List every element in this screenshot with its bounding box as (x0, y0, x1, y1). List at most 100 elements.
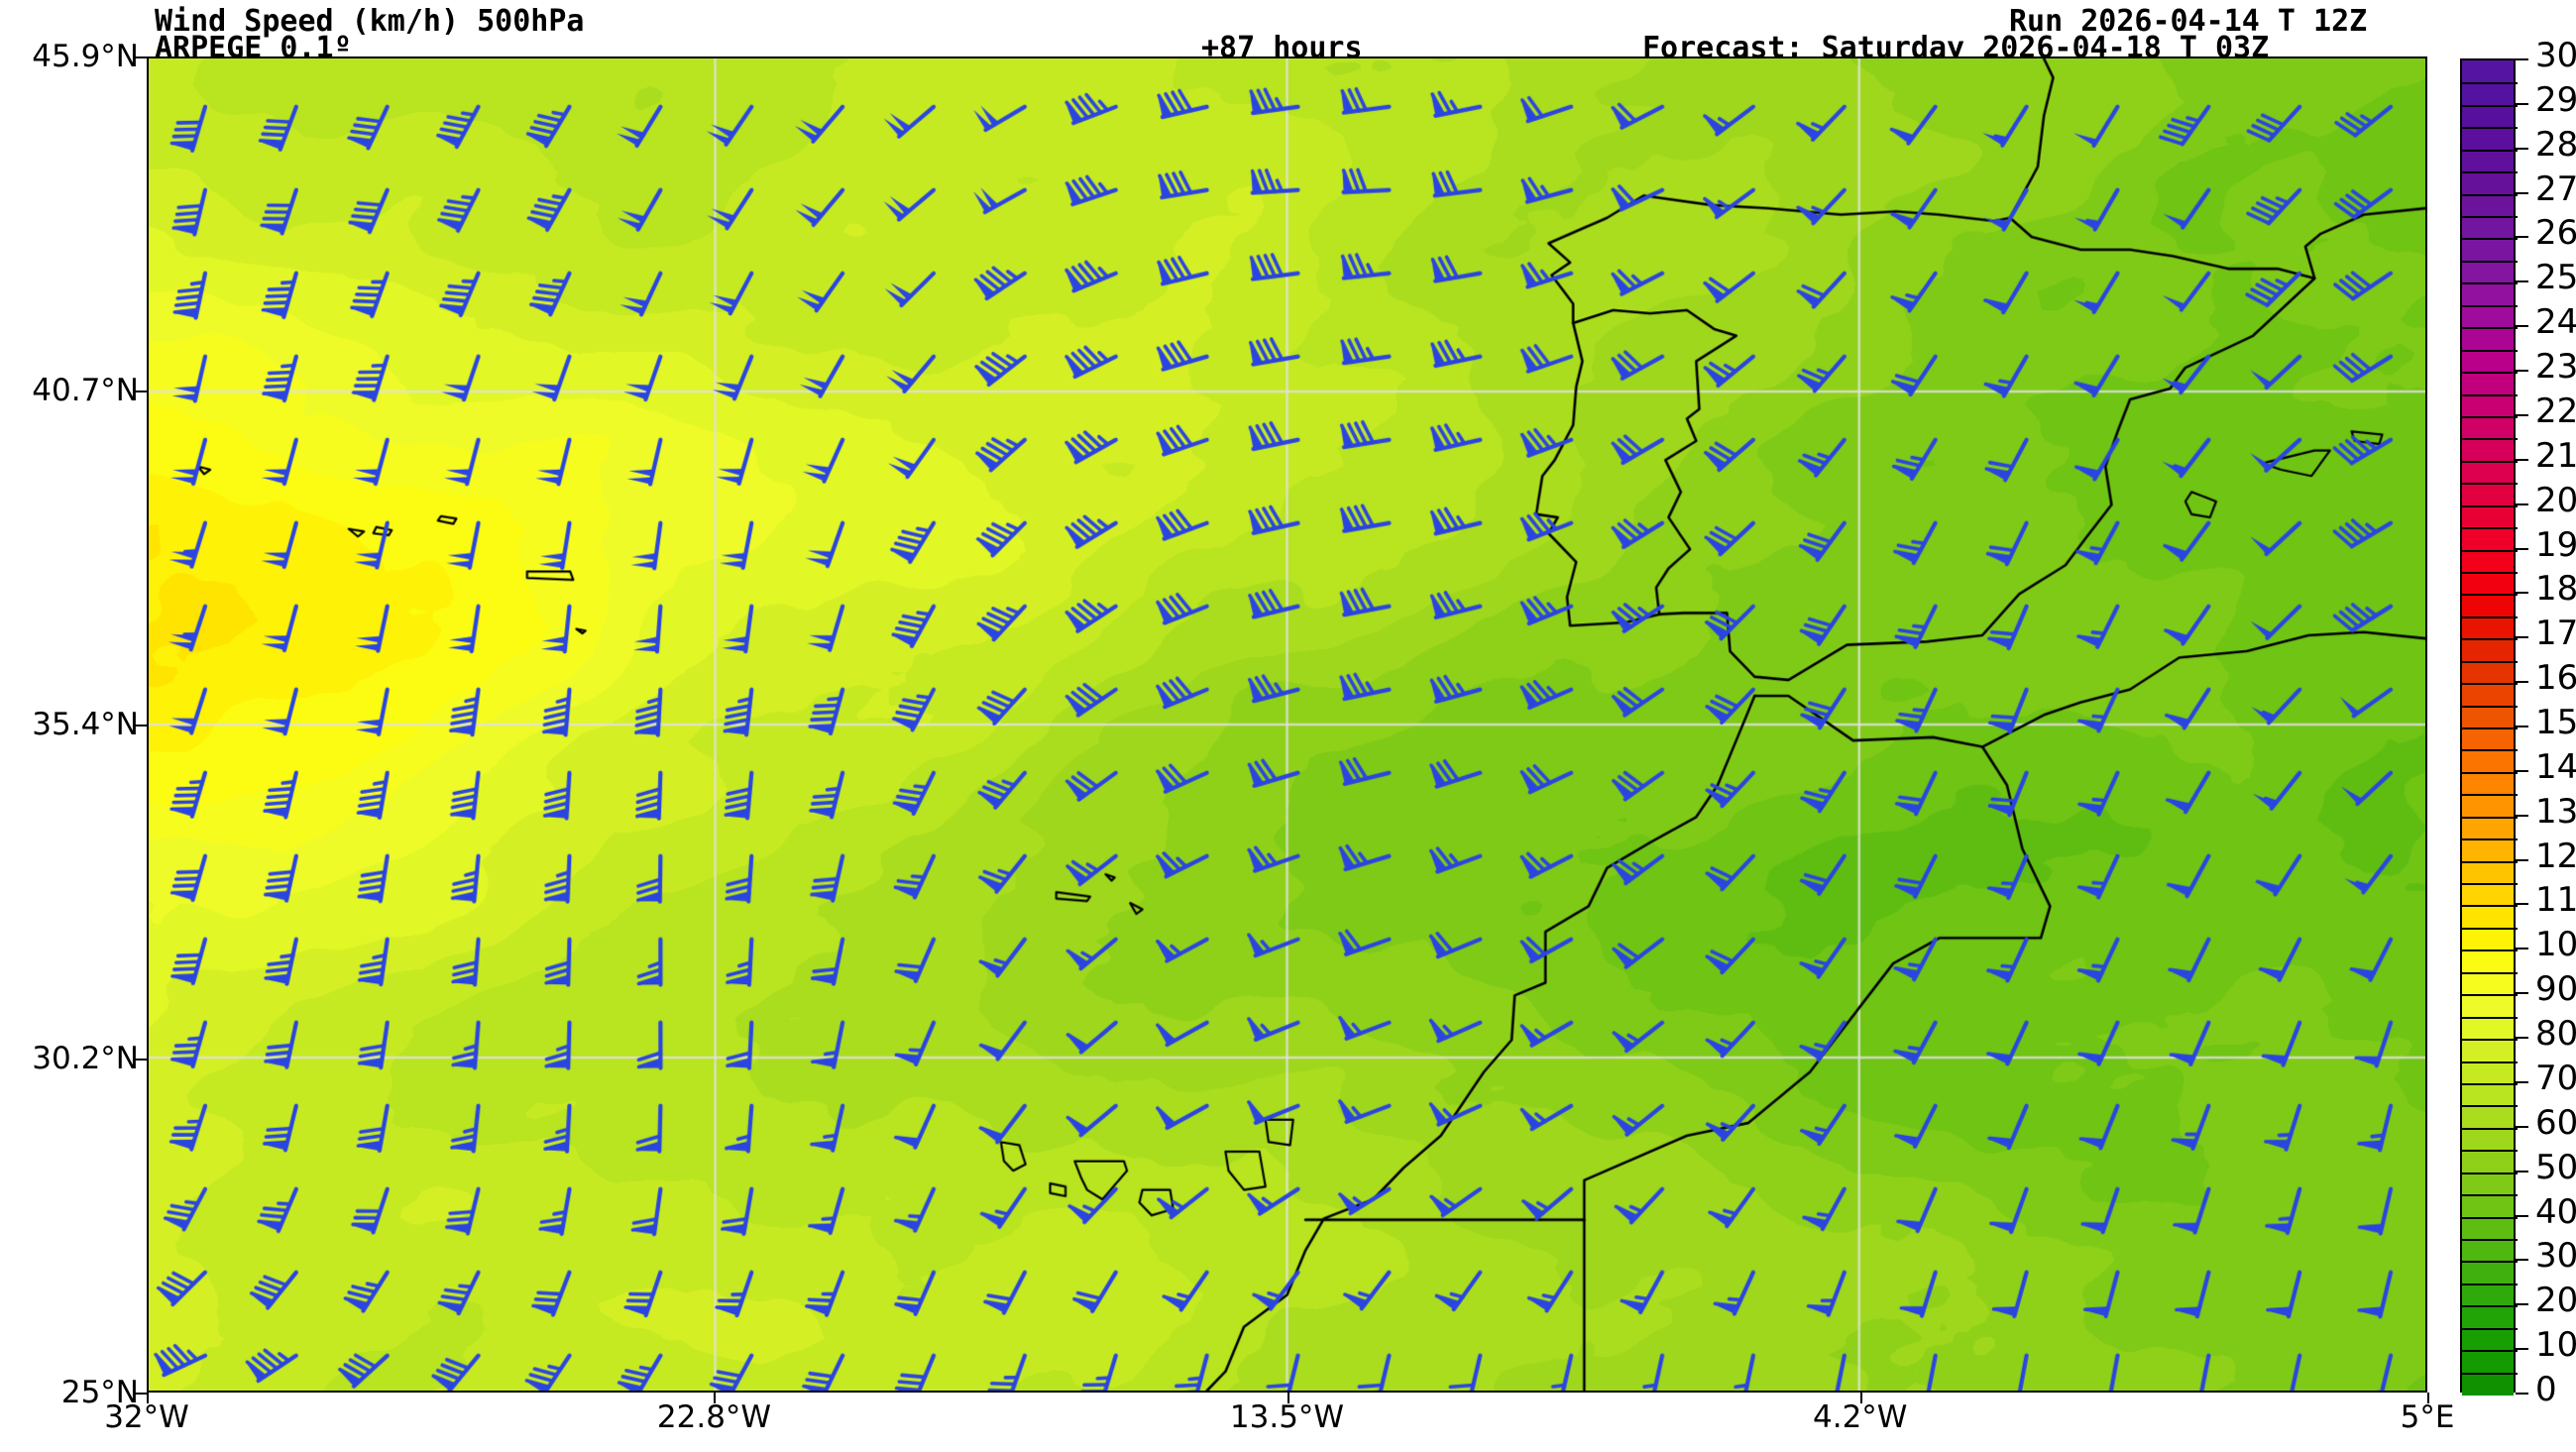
colorbar-divider (2462, 238, 2518, 241)
colorbar-divider (2462, 860, 2518, 863)
colorbar-segment (2462, 1150, 2514, 1173)
colorbar-divider (2462, 683, 2518, 686)
colorbar-divider (2462, 1305, 2518, 1308)
colorbar-divider (2462, 883, 2518, 886)
colorbar-segment (2462, 349, 2514, 373)
colorbar-segment (2462, 216, 2514, 240)
colorbar-divider (2462, 393, 2518, 396)
colorbar-divider (2462, 438, 2518, 441)
colorbar-divider (2462, 216, 2518, 219)
colorbar-tick-label: 210 (2535, 435, 2576, 476)
colorbar-divider (2462, 82, 2518, 85)
colorbar-tick-label: 230 (2535, 347, 2576, 388)
colorbar-tick-mark (2516, 726, 2528, 727)
colorbar-tick-label: 240 (2535, 302, 2576, 343)
colorbar-segment (2462, 1350, 2514, 1374)
x-axis-tick-mark (147, 1393, 149, 1403)
colorbar-tick-mark (2516, 1303, 2528, 1306)
colorbar-segment (2462, 927, 2514, 950)
colorbar-segment (2462, 860, 2514, 884)
colorbar-divider (2462, 327, 2518, 330)
colorbar-tick-mark (2516, 370, 2528, 373)
colorbar-segment (2462, 304, 2514, 328)
colorbar-segment (2462, 415, 2514, 439)
colorbar-segment (2462, 660, 2514, 684)
colorbar-tick-mark (2516, 503, 2528, 505)
colorbar-segment (2462, 638, 2514, 662)
colorbar-segment (2462, 1372, 2514, 1396)
colorbar-divider (2462, 1150, 2518, 1153)
colorbar-segment (2462, 193, 2514, 217)
colorbar-tick-label: 150 (2535, 703, 2576, 742)
colorbar-divider (2462, 171, 2518, 174)
colorbar-tick-label: 160 (2535, 658, 2576, 699)
colorbar-tick-mark (2516, 147, 2528, 150)
y-axis-tick-mark (135, 725, 147, 726)
colorbar-segment (2462, 883, 2514, 907)
colorbar-segment (2462, 994, 2514, 1018)
colorbar-divider (2462, 460, 2518, 463)
colorbar-divider (2462, 104, 2518, 107)
colorbar-tick-label: 170 (2535, 614, 2576, 654)
colorbar-segment (2462, 483, 2514, 506)
colorbar-tick-label: 40 (2535, 1191, 2576, 1232)
colorbar-divider (2462, 1172, 2518, 1174)
colorbar-divider (2462, 727, 2518, 729)
colorbar-divider (2462, 994, 2518, 997)
colorbar-divider (2462, 349, 2518, 352)
colorbar-tick-mark (2516, 102, 2528, 105)
colorbar-divider (2462, 504, 2518, 507)
colorbar-tick-mark (2516, 1348, 2528, 1351)
colorbar-tick-mark (2516, 413, 2528, 416)
colorbar-tick-label: 290 (2535, 79, 2576, 120)
colorbar-divider (2462, 1350, 2518, 1353)
colorbar-divider (2462, 927, 2518, 930)
x-axis-tick-label: 4.2°W (1813, 1399, 1908, 1435)
colorbar-divider (2462, 571, 2518, 574)
colorbar-segment (2462, 771, 2514, 795)
x-axis-tick-label: 13.5°W (1229, 1399, 1345, 1435)
colorbar-divider (2462, 1061, 2518, 1063)
colorbar-divider (2462, 905, 2518, 908)
colorbar-divider (2462, 838, 2518, 841)
colorbar-tick-label: 10 (2535, 1325, 2576, 1366)
colorbar-segment (2462, 816, 2514, 839)
colorbar-segment (2462, 1016, 2514, 1040)
colorbar-segment (2462, 127, 2514, 151)
chart-header: Wind Speed (km/h) 500hPa ARPEGE 0.1º +87… (0, 0, 2576, 65)
colorbar-segment (2462, 749, 2514, 773)
colorbar-tick-mark (2516, 903, 2528, 906)
colorbar-segment (2462, 1039, 2514, 1062)
x-axis-tick-mark (1287, 1393, 1289, 1403)
colorbar-divider (2462, 1261, 2518, 1264)
colorbar-segment (2462, 260, 2514, 283)
colorbar-tick-mark (2516, 325, 2528, 328)
colorbar-tick-label: 110 (2535, 880, 2576, 921)
colorbar-segment (2462, 549, 2514, 573)
colorbar-divider (2462, 1238, 2518, 1241)
colorbar-tick-label: 80 (2535, 1014, 2576, 1055)
colorbar-tick-mark (2516, 1125, 2528, 1128)
colorbar-segment (2462, 794, 2514, 818)
colorbar-segment (2462, 683, 2514, 707)
y-axis-tick-label: 25°N (60, 1375, 139, 1410)
colorbar-divider (2462, 816, 2518, 819)
colorbar-divider (2462, 660, 2518, 663)
colorbar-divider (2462, 527, 2518, 530)
colorbar-tick-mark (2516, 992, 2528, 995)
colorbar-tick-label: 280 (2535, 124, 2576, 165)
chart-title: Wind Speed (km/h) 500hPa (155, 4, 585, 39)
colorbar-segment (2462, 238, 2514, 262)
colorbar-segment (2462, 393, 2514, 417)
colorbar-segment (2462, 1216, 2514, 1240)
colorbar-divider (2462, 282, 2518, 285)
colorbar-divider (2462, 971, 2518, 974)
colorbar-divider (2462, 260, 2518, 263)
colorbar-segment (2462, 171, 2514, 195)
x-axis-tick-mark (1859, 1393, 1862, 1403)
colorbar-segment (2462, 1082, 2514, 1106)
colorbar-tick-mark (2516, 236, 2528, 239)
colorbar-tick-label: 180 (2535, 569, 2576, 610)
run-time-label: Run 2026-04-14 T 12Z (2009, 4, 2368, 39)
colorbar-tick-mark (2516, 592, 2528, 595)
